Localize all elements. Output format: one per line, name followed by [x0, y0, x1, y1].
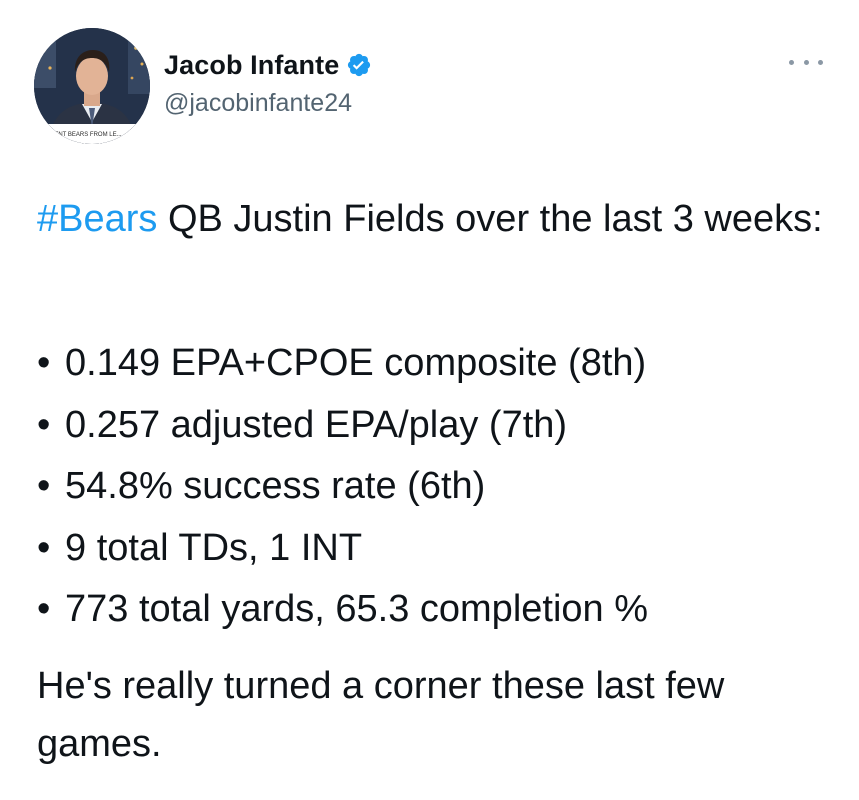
list-item-text: 9 total TDs, 1 INT [65, 526, 363, 569]
author-name-row: Jacob Infante [164, 48, 372, 82]
bullet-symbol: • [37, 342, 51, 384]
tweet-closing-text: He's really turned a corner these last f… [37, 665, 725, 765]
bullet-symbol: • [37, 588, 51, 630]
tweet-intro: #Bears QB Justin Fields over the last 3 … [37, 190, 827, 248]
avatar-image: PREVENT BEARS FROM LE... [34, 28, 150, 144]
list-item-text: 773 total yards, 65.3 completion % [65, 588, 649, 630]
list-item: • 0.257 adjusted EPA/play (7th) [37, 395, 648, 457]
list-item: • 773 total yards, 65.3 completion % [37, 579, 648, 641]
more-dot [789, 59, 794, 65]
more-dot [818, 59, 823, 65]
more-options-icon[interactable] [789, 56, 823, 68]
stats-list: • 0.149 EPA+CPOE composite (8th) • 0.257 a… [37, 333, 648, 641]
list-item-text: 0.149 EPA+CPOE composite (8th) [65, 342, 647, 384]
author-display-name[interactable]: Jacob Infante [164, 49, 340, 80]
bullet-symbol: • [37, 465, 51, 507]
avatar-caption: PREVENT BEARS FROM LE... [38, 132, 122, 138]
author-handle[interactable]: @jacobinfante24 [164, 89, 353, 117]
bullet-symbol: • [37, 526, 51, 569]
author-info: Jacob Infante @jacobinfante24 [164, 48, 372, 118]
list-item-text: 54.8% success rate (6th) [65, 465, 486, 507]
list-item-text: 0.257 adjusted EPA/play (7th) [65, 403, 568, 446]
list-item: • 0.149 EPA+CPOE composite (8th) [37, 333, 648, 395]
hashtag-link[interactable]: #Bears [37, 198, 158, 240]
avatar[interactable]: PREVENT BEARS FROM LE... [34, 28, 150, 144]
list-item: • 9 total TDs, 1 INT [37, 518, 648, 580]
bullet-symbol: • [37, 403, 51, 446]
tweet-intro-text: QB Justin Fields over the last 3 weeks: [157, 198, 823, 240]
verified-badge-icon [346, 52, 372, 78]
more-dot [803, 59, 809, 65]
list-item: • 54.8% success rate (6th) [37, 456, 648, 518]
